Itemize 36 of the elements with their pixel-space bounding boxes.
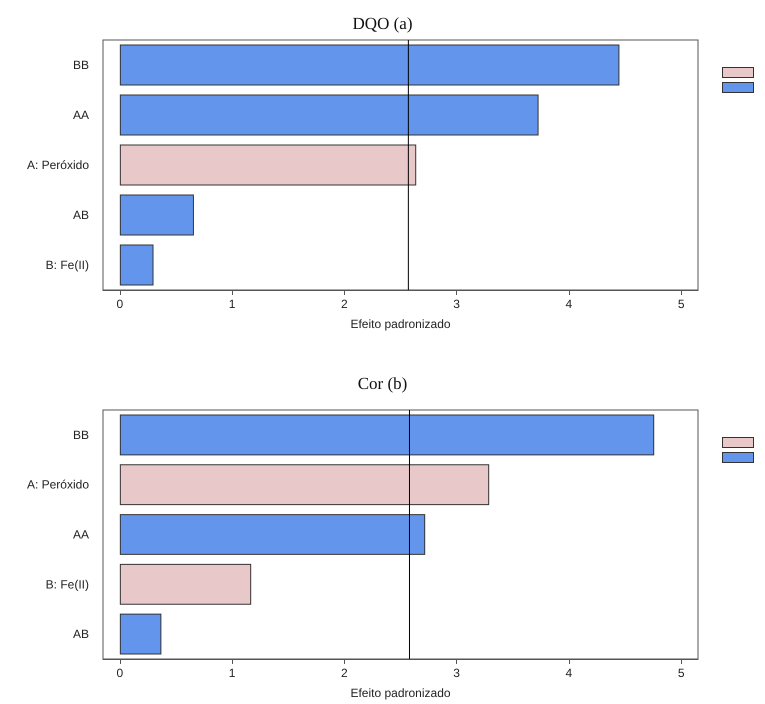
x-axis-title: Efeito padronizado bbox=[350, 317, 451, 331]
x-tick-label: 2 bbox=[341, 297, 348, 311]
x-tick-label: 3 bbox=[453, 666, 460, 680]
x-tick-label: 5 bbox=[678, 297, 685, 311]
y-tick-label: BB bbox=[72, 58, 89, 72]
y-tick-label: A: Peróxido bbox=[26, 158, 90, 172]
y-tick-label: AB bbox=[72, 627, 89, 642]
bar bbox=[120, 414, 654, 456]
bar bbox=[120, 464, 490, 506]
x-tick-label: 2 bbox=[341, 666, 348, 680]
x-tick-label: 4 bbox=[566, 297, 573, 311]
bar bbox=[120, 144, 416, 186]
bar bbox=[120, 564, 252, 605]
x-tick-label: 3 bbox=[453, 297, 460, 311]
bar bbox=[120, 44, 620, 86]
x-tick-label: 1 bbox=[228, 297, 236, 311]
bar bbox=[120, 244, 154, 286]
bar bbox=[120, 94, 539, 136]
y-tick-label: AA bbox=[72, 108, 89, 122]
y-tick-label: BB bbox=[72, 428, 89, 442]
x-tick-label: 0 bbox=[116, 666, 124, 680]
x-tick-label: 0 bbox=[116, 297, 124, 311]
bar bbox=[120, 614, 162, 655]
bar bbox=[120, 194, 194, 236]
x-axis-title: Efeito padronizado bbox=[350, 686, 451, 700]
chart-title: Cor (b) bbox=[358, 374, 408, 393]
chart-title: DQO (a) bbox=[352, 14, 412, 33]
x-tick-label: 4 bbox=[566, 666, 573, 680]
bar bbox=[120, 514, 426, 555]
y-tick-label: B: Fe(II) bbox=[46, 258, 89, 272]
y-tick-label: AA bbox=[72, 528, 89, 542]
y-tick-label: AB bbox=[72, 208, 89, 222]
x-tick-label: 1 bbox=[228, 666, 236, 680]
x-tick-label: 5 bbox=[678, 666, 685, 680]
y-tick-label: A: Peróxido bbox=[26, 478, 90, 492]
y-tick-label: B: Fe(II) bbox=[46, 577, 89, 592]
